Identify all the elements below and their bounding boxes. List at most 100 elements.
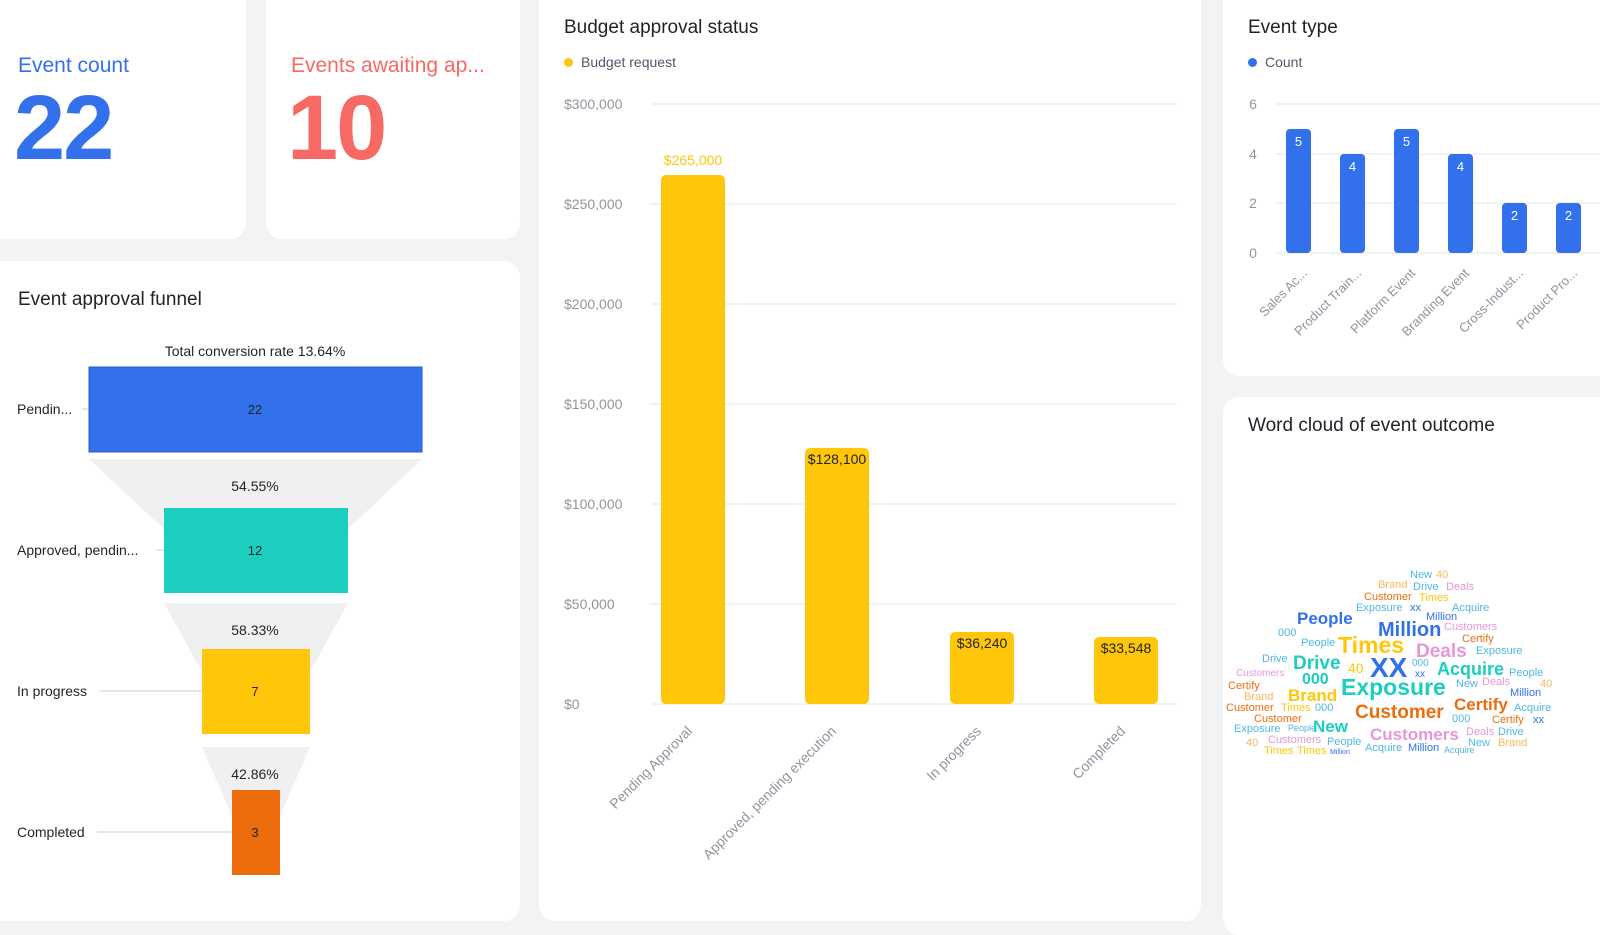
y-tick-label: 6 [1249, 96, 1257, 112]
funnel-stage-bar[interactable] [88, 366, 423, 453]
word-cloud-word: Customers [1236, 668, 1285, 679]
y-tick-label: $50,000 [564, 596, 615, 612]
y-tick-label: $100,000 [564, 496, 623, 512]
funnel-rate: 54.55% [231, 478, 278, 494]
funnel-title: Event approval funnel [18, 289, 202, 310]
word-cloud-word: Exposure [1341, 674, 1446, 700]
word-cloud-word: Drive [1293, 653, 1341, 674]
funnel-stage-bar[interactable] [164, 508, 348, 593]
word-cloud-word: Certify [1228, 680, 1260, 692]
word-cloud-word: Times [1419, 592, 1449, 604]
funnel-stage-bar[interactable] [202, 649, 310, 734]
word-cloud-word: New [1468, 737, 1491, 749]
budget-data-label: $128,100 [808, 451, 867, 467]
x-tick-label: Completed [1069, 723, 1128, 782]
word-cloud-word: 000 [1278, 627, 1297, 639]
word-cloud-word: Times [1281, 702, 1311, 714]
funnel-rate: 58.33% [231, 622, 278, 638]
legend-dot [1248, 57, 1257, 67]
word-cloud-word: Acquire [1452, 602, 1490, 614]
word-cloud-word: Million [1378, 619, 1442, 641]
funnel-stage-value: 7 [251, 684, 258, 699]
event-type-bar[interactable] [1448, 154, 1473, 253]
budget-bar[interactable] [1094, 637, 1158, 704]
word-cloud-word: People [1297, 609, 1353, 628]
budget-bar[interactable] [805, 448, 869, 704]
word-cloud-word: 40 [1246, 737, 1259, 749]
budget-data-label: $33,548 [1101, 640, 1152, 656]
funnel-stage-value: 12 [248, 543, 262, 558]
word-cloud-word: Million [1330, 749, 1350, 756]
event-type-data-label: 4 [1457, 159, 1464, 174]
word-cloud-word: 40 [1540, 678, 1553, 690]
word-cloud-word: Times [1338, 632, 1405, 658]
word-cloud-word: Million [1426, 611, 1458, 623]
word-cloud-word: Deals [1482, 676, 1511, 688]
budget-data-label: $36,240 [957, 635, 1008, 651]
event-type-card: Event type Count 6 4 2 0 5 4 5 4 2 2 Sal… [1223, 0, 1600, 376]
word-cloud-word: Times [1264, 745, 1294, 757]
event-type-bar[interactable] [1502, 203, 1527, 253]
x-tick-label: Sales Ac... [1256, 266, 1310, 320]
event-type-data-label: 5 [1295, 134, 1302, 149]
funnel-stage-label: In progress [17, 683, 87, 699]
funnel-stage-value: 22 [248, 402, 262, 417]
event-type-data-label: 4 [1349, 159, 1356, 174]
event-type-bar[interactable] [1556, 203, 1581, 253]
word-cloud-word: 000 [1302, 671, 1329, 688]
funnel-stage-label: Completed [17, 824, 85, 840]
x-tick-label: In progress [923, 723, 984, 784]
funnel-stage-bar[interactable] [232, 790, 280, 875]
event-count-label: Event count [18, 54, 129, 77]
funnel-rate: 42.86% [231, 766, 278, 782]
word-cloud-word: Customer [1364, 591, 1412, 603]
word-cloud-word: XX [1370, 652, 1408, 683]
word-cloud-word: People [1301, 637, 1336, 649]
word-cloud-title: Word cloud of event outcome [1248, 415, 1495, 436]
word-cloud-word: Acquire [1444, 745, 1475, 755]
funnel-stage-value: 3 [251, 825, 258, 840]
funnel-connector [202, 747, 310, 816]
word-cloud-word: 000 [1452, 713, 1471, 725]
budget-chart: $300,000 $250,000 $200,000 $150,000 $100… [564, 96, 1177, 862]
awaiting-approval-value: 10 [287, 77, 387, 179]
word-cloud-word: Acquire [1365, 742, 1403, 754]
event-count-value: 22 [14, 77, 114, 179]
word-cloud-word: xx [1533, 714, 1544, 726]
word-cloud-word: xx [1410, 602, 1421, 614]
legend-dot [564, 57, 573, 67]
event-type-bar[interactable] [1340, 154, 1365, 253]
budget-bar[interactable] [661, 175, 725, 704]
funnel-stage-label: Approved, pendin... [17, 542, 138, 558]
word-cloud-word: Deals [1466, 726, 1495, 738]
word-cloud-word: Deals [1446, 581, 1475, 593]
word-cloud-word: xx [1415, 669, 1425, 680]
funnel-stage-label: Pendin... [17, 401, 72, 417]
word-cloud-word: Brand [1244, 691, 1274, 703]
event-type-legend-label: Count [1265, 54, 1303, 70]
event-type-bar[interactable] [1394, 129, 1419, 253]
word-cloud-word: Million [1408, 742, 1440, 754]
word-cloud-word: Drive [1413, 581, 1439, 593]
word-cloud-word: Certify [1462, 633, 1494, 645]
word-cloud-word: Certify [1492, 714, 1524, 726]
event-type-data-label: 2 [1565, 208, 1572, 223]
event-count-card: Event count 22 [0, 0, 246, 239]
budget-title: Budget approval status [564, 17, 759, 38]
y-tick-label: $150,000 [564, 396, 623, 412]
word-cloud-word: Brand [1378, 579, 1408, 591]
budget-bar[interactable] [950, 632, 1014, 704]
event-type-title: Event type [1248, 17, 1338, 38]
word-cloud-word: Customers [1268, 734, 1322, 746]
event-type-bar[interactable] [1286, 129, 1311, 253]
word-cloud-word: Drive [1498, 726, 1524, 738]
event-type-chart: 6 4 2 0 5 4 5 4 2 2 Sales Ac... Product … [1249, 96, 1600, 339]
word-cloud-word: Times [1297, 745, 1327, 757]
word-cloud-word: Acquire [1437, 659, 1505, 679]
word-cloud-word: Certify [1454, 695, 1508, 714]
word-cloud-word: New [1410, 569, 1433, 581]
awaiting-approval-label: Events awaiting ap... [291, 54, 485, 77]
word-cloud-word: 000 [1315, 702, 1334, 714]
word-cloud-word: Deals [1416, 641, 1467, 662]
word-cloud-word: Million [1510, 687, 1542, 699]
